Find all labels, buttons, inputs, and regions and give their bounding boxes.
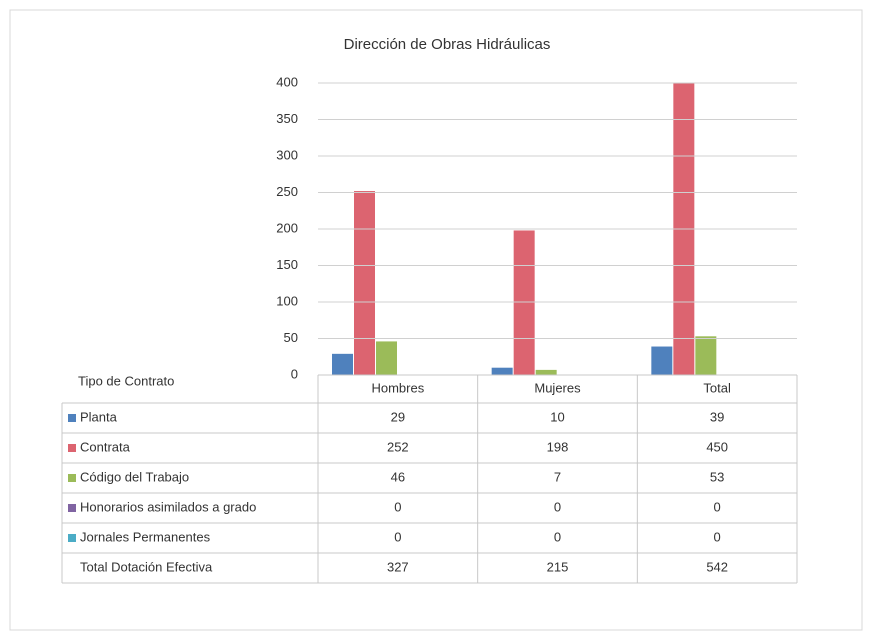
table-value: 29 — [391, 409, 405, 424]
y-tick-label: 400 — [276, 74, 298, 89]
bar — [491, 367, 513, 375]
legend-key — [68, 474, 76, 482]
bar — [651, 346, 673, 375]
y-tick-label: 300 — [276, 147, 298, 162]
legend-label: Contrata — [80, 439, 131, 454]
y-tick-label: 350 — [276, 111, 298, 126]
table-value: 53 — [710, 469, 724, 484]
table-value: 0 — [394, 529, 401, 544]
table-value: 39 — [710, 409, 724, 424]
bar — [376, 341, 397, 375]
bar — [695, 336, 717, 375]
bar — [513, 230, 535, 375]
table-value: 0 — [714, 499, 721, 514]
legend-label: Honorarios asimilados a grado — [80, 499, 256, 514]
total-value: 215 — [547, 559, 569, 574]
chart-title: Dirección de Obras Hidráulicas — [344, 36, 551, 53]
table-value: 46 — [391, 469, 405, 484]
legend-key — [68, 534, 76, 542]
table-value: 10 — [550, 409, 564, 424]
table-value: 0 — [394, 499, 401, 514]
y-tick-label: 100 — [276, 293, 298, 308]
y-tick-label: 150 — [276, 257, 298, 272]
table-value: 7 — [554, 469, 561, 484]
table-value: 0 — [554, 499, 561, 514]
table-value: 0 — [554, 529, 561, 544]
legend-label: Código del Trabajo — [80, 469, 189, 484]
bar — [673, 83, 695, 375]
y-tick-label: 0 — [291, 366, 298, 381]
chart-frame — [9, 9, 863, 631]
legend-label: Planta — [80, 409, 118, 424]
x-tick-label: Hombres — [371, 380, 424, 395]
total-value: 327 — [387, 559, 409, 574]
bar — [535, 369, 557, 375]
legend-key — [68, 414, 76, 422]
x-tick-label: Mujeres — [534, 380, 581, 395]
total-value: 542 — [706, 559, 728, 574]
table-value: 450 — [706, 439, 728, 454]
legend-label: Jornales Permanentes — [80, 529, 211, 544]
table-value: 198 — [547, 439, 569, 454]
y-tick-label: 200 — [276, 220, 298, 235]
table-header: Tipo de Contrato — [78, 373, 174, 388]
legend-key — [68, 444, 76, 452]
total-label: Total Dotación Efectiva — [80, 559, 213, 574]
table-value: 252 — [387, 439, 409, 454]
bar — [332, 353, 353, 375]
y-tick-label: 250 — [276, 184, 298, 199]
bar — [354, 191, 375, 375]
y-tick-label: 50 — [284, 330, 298, 345]
legend-key — [68, 504, 76, 512]
table-value: 0 — [714, 529, 721, 544]
x-tick-label: Total — [703, 380, 731, 395]
